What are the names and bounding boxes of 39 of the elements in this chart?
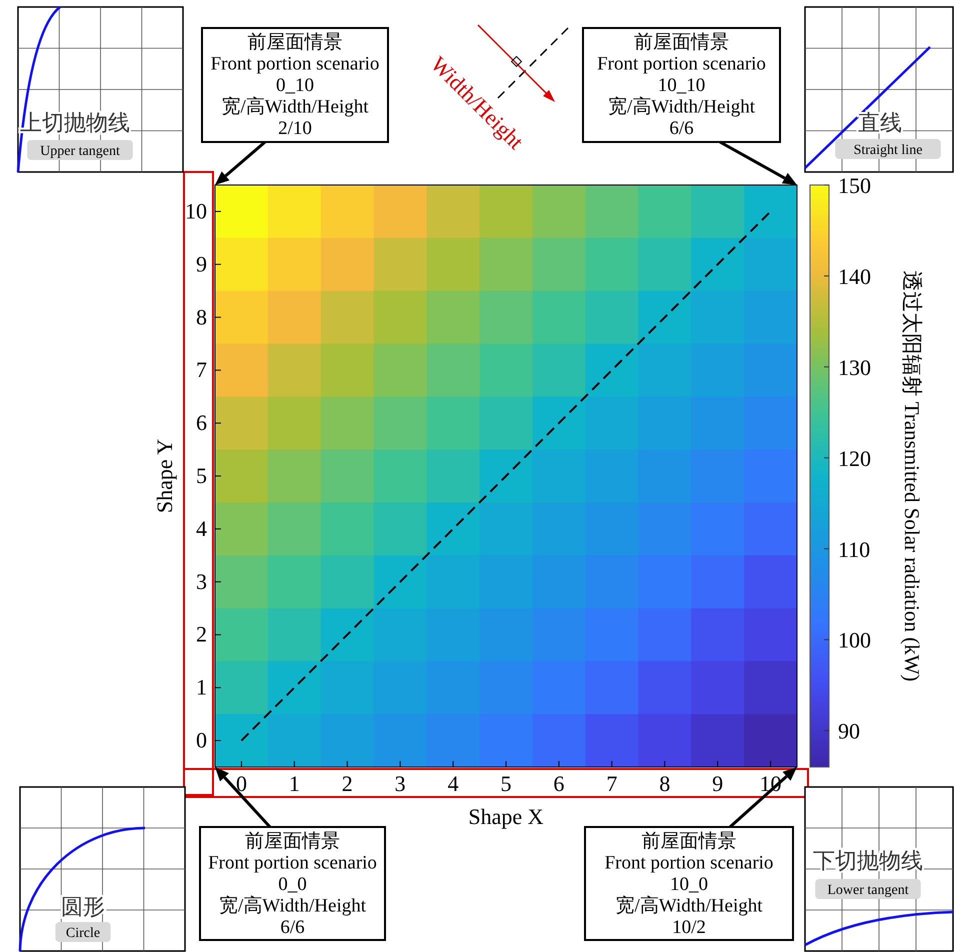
color-bar-label: 120 [838, 446, 871, 471]
text: Lower tangent [827, 883, 909, 898]
y-tick-label: 7 [196, 357, 207, 382]
y-tick-label: 5 [196, 463, 207, 488]
text: 前屋面情景 Front portion scenario 0_10 宽/高Width/Height 2/10 [210, 32, 380, 139]
x-tick-label: 4 [448, 771, 459, 796]
color-bar-label: 90 [838, 718, 860, 744]
text: 前屋面情景 Front portion scenario 10_0 宽/高Width/Height 10/2 [604, 831, 774, 938]
text: 前屋面情景 Front portion scenario 0_0 宽/高Width/Height 6/6 [208, 831, 377, 938]
x-tick-label: 0 [236, 771, 247, 796]
y-tick-label: 10 [185, 198, 207, 224]
color-bar-title: 透过太阳辐射 Transmitted Solar radiation (kW) [900, 270, 924, 682]
y-tick-label: 1 [196, 674, 207, 700]
y-tick-label: 0 [196, 728, 207, 753]
color-bar-label: 100 [838, 628, 871, 653]
x-tick-label: 6 [553, 771, 564, 796]
x-tick-label: 5 [500, 771, 512, 796]
x-tick-label: 7 [606, 771, 618, 796]
y-tick-label: 3 [196, 568, 207, 594]
y-tick-label: 2 [196, 622, 207, 647]
x-tick-label: 9 [712, 771, 724, 796]
y-tick-label: 9 [196, 251, 207, 276]
color-bar-label: 150 [838, 173, 871, 198]
y-tick-label: 6 [196, 410, 207, 436]
text: Straight line [854, 143, 922, 158]
color-bar-label: 130 [838, 354, 871, 380]
x-tick-label: 2 [342, 771, 353, 796]
color-bar-label: 110 [838, 536, 870, 562]
x-axis-title: Shape X [468, 804, 544, 829]
text: 前屋面情景 Front portion scenario 10_10 宽/高Width/Height 6/6 [597, 32, 766, 139]
x-tick-label: 3 [394, 771, 406, 796]
x-tick-label: 1 [288, 771, 300, 796]
x-tick-label: 8 [659, 771, 670, 796]
y-tick-label: 4 [196, 516, 207, 541]
color-bar-label: 140 [838, 264, 871, 289]
y-tick-label: 8 [196, 304, 207, 330]
y-axis-title: Shape Y [152, 438, 177, 514]
text: Upper tangent [40, 144, 120, 159]
text: Circle [66, 926, 100, 941]
